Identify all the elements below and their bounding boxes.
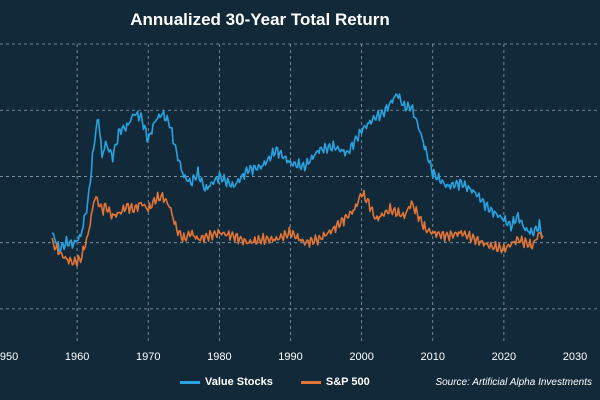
legend-swatch-value-stocks [180, 380, 200, 384]
legend-label-value-stocks: Value Stocks [205, 376, 273, 388]
x-tick-label-1980: 1980 [207, 351, 231, 363]
x-tick-label-2010: 2010 [421, 351, 445, 363]
x-tick-label-2030: 2030 [563, 351, 587, 363]
legend-label-sp500: S&P 500 [325, 376, 370, 388]
x-tick-label-1990: 1990 [278, 351, 302, 363]
series-line-sp500 [51, 189, 544, 268]
grid-lines [0, 43, 600, 342]
legend-item-value-stocks: Value Stocks [180, 376, 273, 388]
x-axis-tick-labels: 1950 1960 1970 1980 1990 2000 2010 2020 2030 [0, 351, 587, 363]
source-note: Source: Artificial Alpha Investments [435, 377, 592, 388]
series-lines [51, 93, 544, 268]
legend-item-sp500: S&P 500 [300, 376, 370, 388]
x-tick-label-2000: 2000 [349, 351, 373, 363]
chart-title: Annualized 30-Year Total Return [130, 10, 390, 29]
x-tick-label-1970: 1970 [136, 351, 160, 363]
x-tick-label-2020: 2020 [492, 351, 516, 363]
x-tick-label-1950: 1950 [0, 351, 18, 363]
legend-swatch-sp500 [300, 380, 321, 384]
x-tick-label-1960: 1960 [65, 351, 89, 363]
series-line-value-stocks [51, 93, 544, 253]
legend: Value Stocks S&P 500 [180, 376, 370, 388]
